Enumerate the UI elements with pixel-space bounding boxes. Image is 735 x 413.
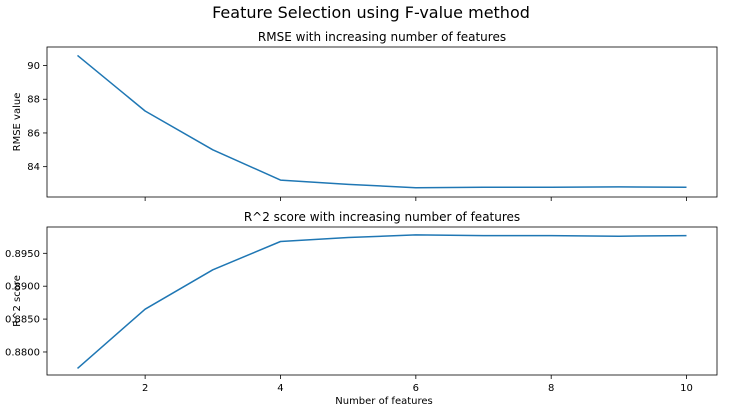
x-tick-label-2: 4 xyxy=(277,383,283,394)
y-tick-label-2: 0.8800 xyxy=(5,347,40,358)
y-tick-label-1: 90 xyxy=(27,61,40,72)
series-line-1 xyxy=(77,54,687,189)
y-tick-label-1: 88 xyxy=(27,95,40,106)
chart-title-1: RMSE with increasing number of features xyxy=(258,30,506,44)
y-tick-label-2: 0.8850 xyxy=(5,315,40,326)
y-tick-label-1: 84 xyxy=(27,162,40,173)
y-tick-label-2: 0.8950 xyxy=(5,249,40,260)
y-tick-label-2: 0.8900 xyxy=(5,282,40,293)
y-tick-label-1: 86 xyxy=(27,128,40,139)
y-axis-label-1: RMSE value xyxy=(12,93,23,152)
x-tick-label-2: 10 xyxy=(680,383,693,394)
x-axis-label-2: Number of features xyxy=(335,396,432,407)
figure-suptitle: Feature Selection using F-value method xyxy=(212,3,530,22)
x-tick-label-2: 2 xyxy=(142,383,148,394)
series-line-2 xyxy=(77,234,687,369)
x-tick-label-2: 6 xyxy=(413,383,419,394)
y-axis-label-2: R^2 score xyxy=(12,275,23,327)
axes-frame-2 xyxy=(46,226,718,376)
axes-frame-1 xyxy=(46,46,718,198)
chart-title-2: R^2 score with increasing number of feat… xyxy=(244,210,520,224)
x-tick-label-2: 8 xyxy=(548,383,554,394)
